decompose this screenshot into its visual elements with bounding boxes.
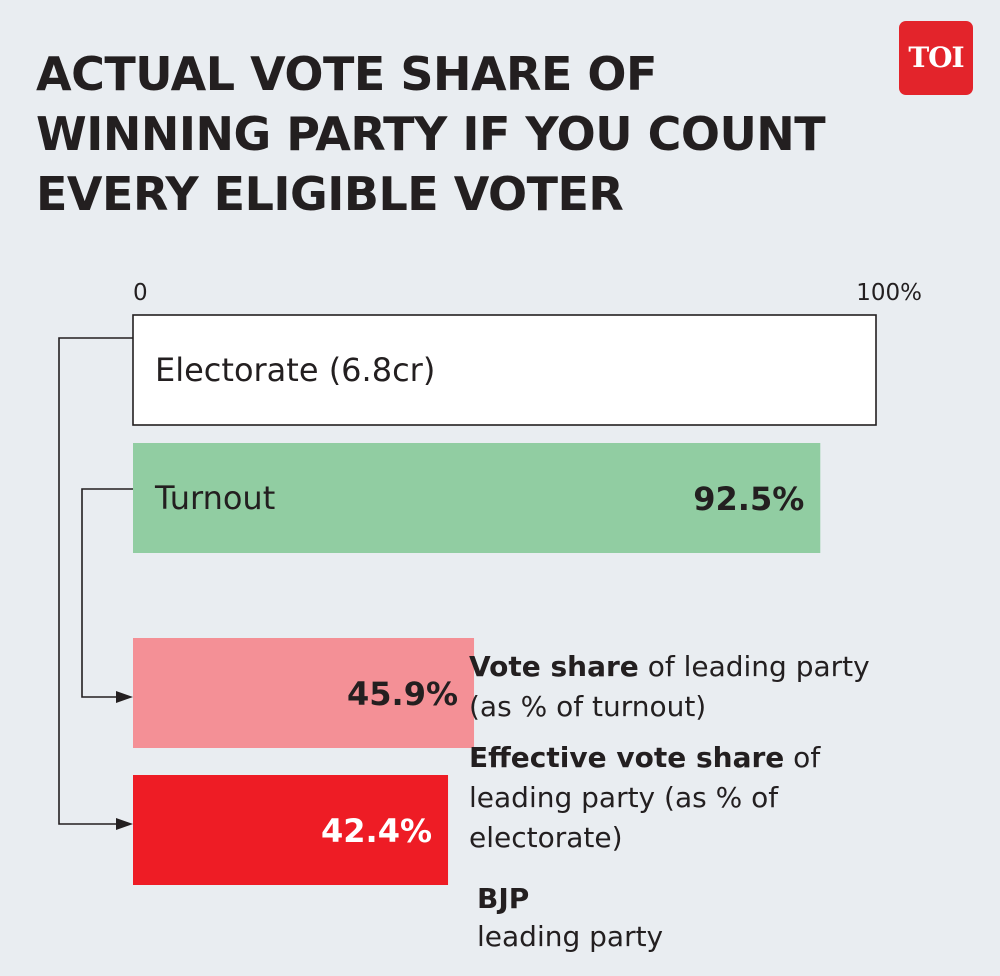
- effective-bold: Effective vote share: [469, 741, 785, 774]
- axis-tick-max: 100%: [856, 280, 922, 306]
- effective-vote-share-annotation: Effective vote share of leading party (a…: [469, 738, 820, 858]
- vote-share-line2: (as % of turnout): [469, 690, 707, 723]
- value-label-3: 45.9%: [347, 675, 458, 713]
- effective-line3: electorate): [469, 821, 623, 854]
- value-label-4: 42.4%: [321, 812, 432, 850]
- vote-share-rest: of leading party: [638, 650, 870, 683]
- arrow-head-icon: [116, 691, 133, 703]
- title-line-3: EVERY ELIGIBLE VOTER: [36, 167, 624, 221]
- bar-label-2: Turnout: [154, 479, 275, 517]
- effective-line2: leading party (as % of: [469, 781, 779, 814]
- leading-party-annotation: BJP leading party: [477, 880, 663, 956]
- vote-share-bold: Vote share: [469, 650, 639, 683]
- party-name: BJP: [477, 882, 530, 915]
- chart-title: ACTUAL VOTE SHARE OF WINNING PARTY IF YO…: [36, 44, 936, 224]
- arrow-head-icon: [116, 818, 133, 830]
- party-caption: leading party: [477, 920, 664, 953]
- title-line-2: WINNING PARTY IF YOU COUNT: [36, 107, 826, 161]
- title-line-1: ACTUAL VOTE SHARE OF: [36, 47, 657, 101]
- connector-turnout-to-voteshare: [81, 488, 133, 698]
- effective-rest: of: [784, 741, 821, 774]
- bar-1: [132, 314, 877, 426]
- bars-group: Electorate (6.8cr) Turnout 92.5% 45.9% 42.4%: [132, 314, 877, 885]
- toi-logo: TOI: [899, 21, 973, 95]
- value-label-2: 92.5%: [693, 480, 804, 518]
- bar-3: [133, 638, 475, 748]
- axis-tick-min: 0: [133, 280, 148, 306]
- bar-2: [133, 443, 821, 553]
- bar-label-1: Electorate (6.8cr): [155, 351, 435, 389]
- vote-share-annotation: Vote share of leading party (as % of tur…: [469, 647, 870, 727]
- connector-electorate-to-effective: [58, 337, 133, 825]
- bar-4: [133, 775, 449, 885]
